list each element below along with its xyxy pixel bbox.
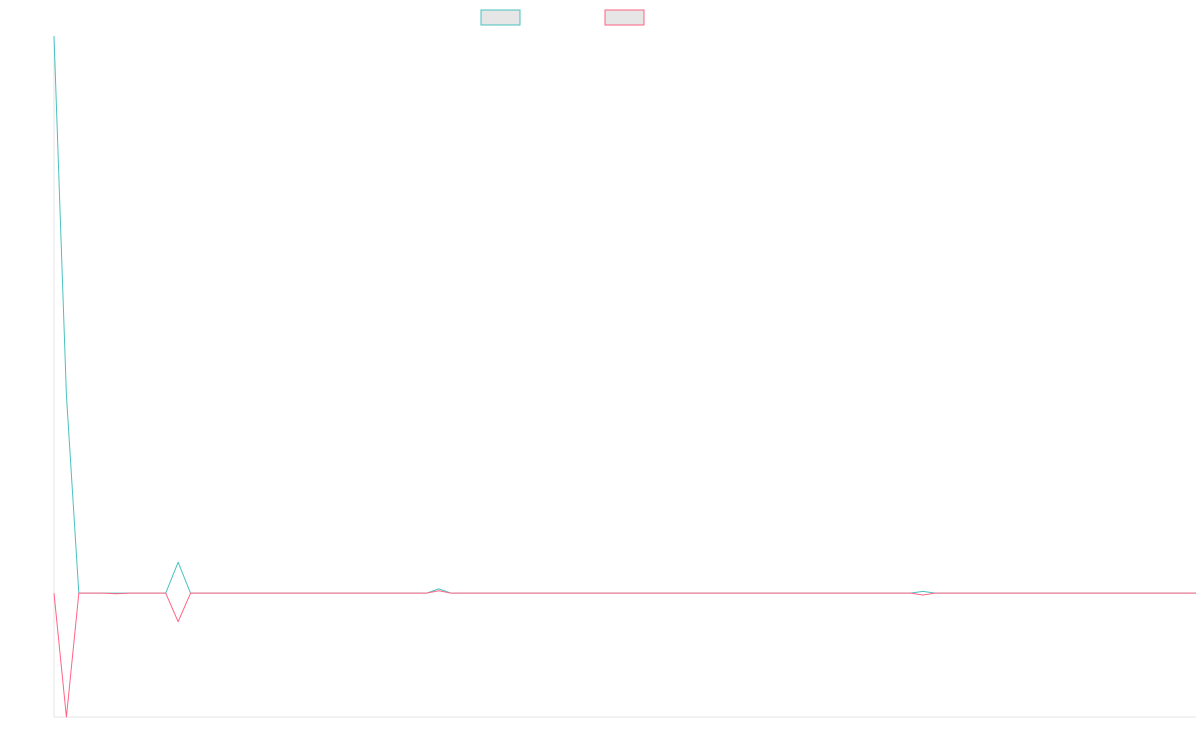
legend-swatch-1[interactable] — [480, 9, 521, 26]
legend-swatch-2[interactable] — [604, 9, 645, 26]
legend — [480, 9, 645, 26]
series-group — [53, 35, 1196, 718]
series-line-2 — [53, 590, 1196, 718]
axes — [53, 36, 1196, 718]
series-line-1 — [53, 35, 1196, 594]
